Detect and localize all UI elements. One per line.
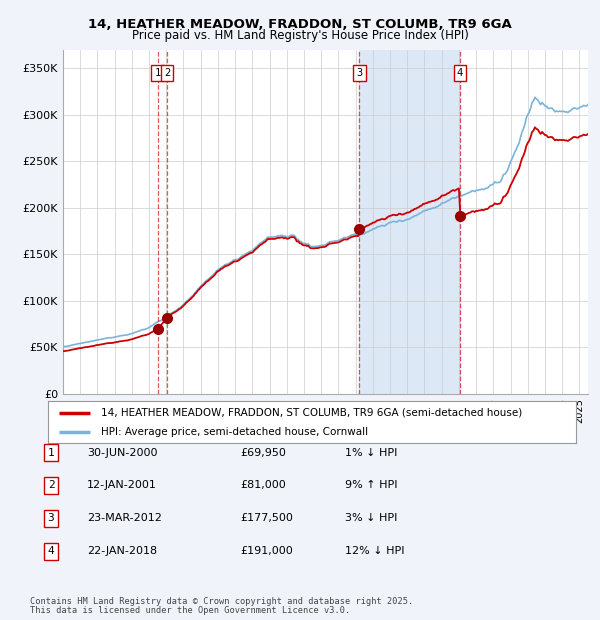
Text: 1: 1 — [155, 68, 161, 78]
Text: 12-JAN-2001: 12-JAN-2001 — [87, 480, 157, 490]
Text: This data is licensed under the Open Government Licence v3.0.: This data is licensed under the Open Gov… — [30, 606, 350, 615]
Text: 12% ↓ HPI: 12% ↓ HPI — [345, 546, 404, 556]
Text: £177,500: £177,500 — [240, 513, 293, 523]
Text: £81,000: £81,000 — [240, 480, 286, 490]
Text: 30-JUN-2000: 30-JUN-2000 — [87, 448, 157, 458]
Bar — [359, 50, 460, 394]
Text: 14, HEATHER MEADOW, FRADDON, ST COLUMB, TR9 6GA: 14, HEATHER MEADOW, FRADDON, ST COLUMB, … — [88, 19, 512, 31]
Text: 3% ↓ HPI: 3% ↓ HPI — [345, 513, 397, 523]
Text: 9% ↑ HPI: 9% ↑ HPI — [345, 480, 398, 490]
Text: £191,000: £191,000 — [240, 546, 293, 556]
Text: 14, HEATHER MEADOW, FRADDON, ST COLUMB, TR9 6GA (semi-detached house): 14, HEATHER MEADOW, FRADDON, ST COLUMB, … — [101, 407, 522, 417]
Text: 2: 2 — [47, 480, 55, 490]
Text: 4: 4 — [47, 546, 55, 556]
Text: 2: 2 — [164, 68, 170, 78]
Text: 3: 3 — [47, 513, 55, 523]
Text: Contains HM Land Registry data © Crown copyright and database right 2025.: Contains HM Land Registry data © Crown c… — [30, 597, 413, 606]
Text: 1% ↓ HPI: 1% ↓ HPI — [345, 448, 397, 458]
Text: 22-JAN-2018: 22-JAN-2018 — [87, 546, 157, 556]
Text: Price paid vs. HM Land Registry's House Price Index (HPI): Price paid vs. HM Land Registry's House … — [131, 30, 469, 42]
Text: £69,950: £69,950 — [240, 448, 286, 458]
Text: HPI: Average price, semi-detached house, Cornwall: HPI: Average price, semi-detached house,… — [101, 427, 368, 437]
Text: 1: 1 — [47, 448, 55, 458]
Text: 23-MAR-2012: 23-MAR-2012 — [87, 513, 162, 523]
Text: 3: 3 — [356, 68, 362, 78]
Text: 4: 4 — [457, 68, 463, 78]
